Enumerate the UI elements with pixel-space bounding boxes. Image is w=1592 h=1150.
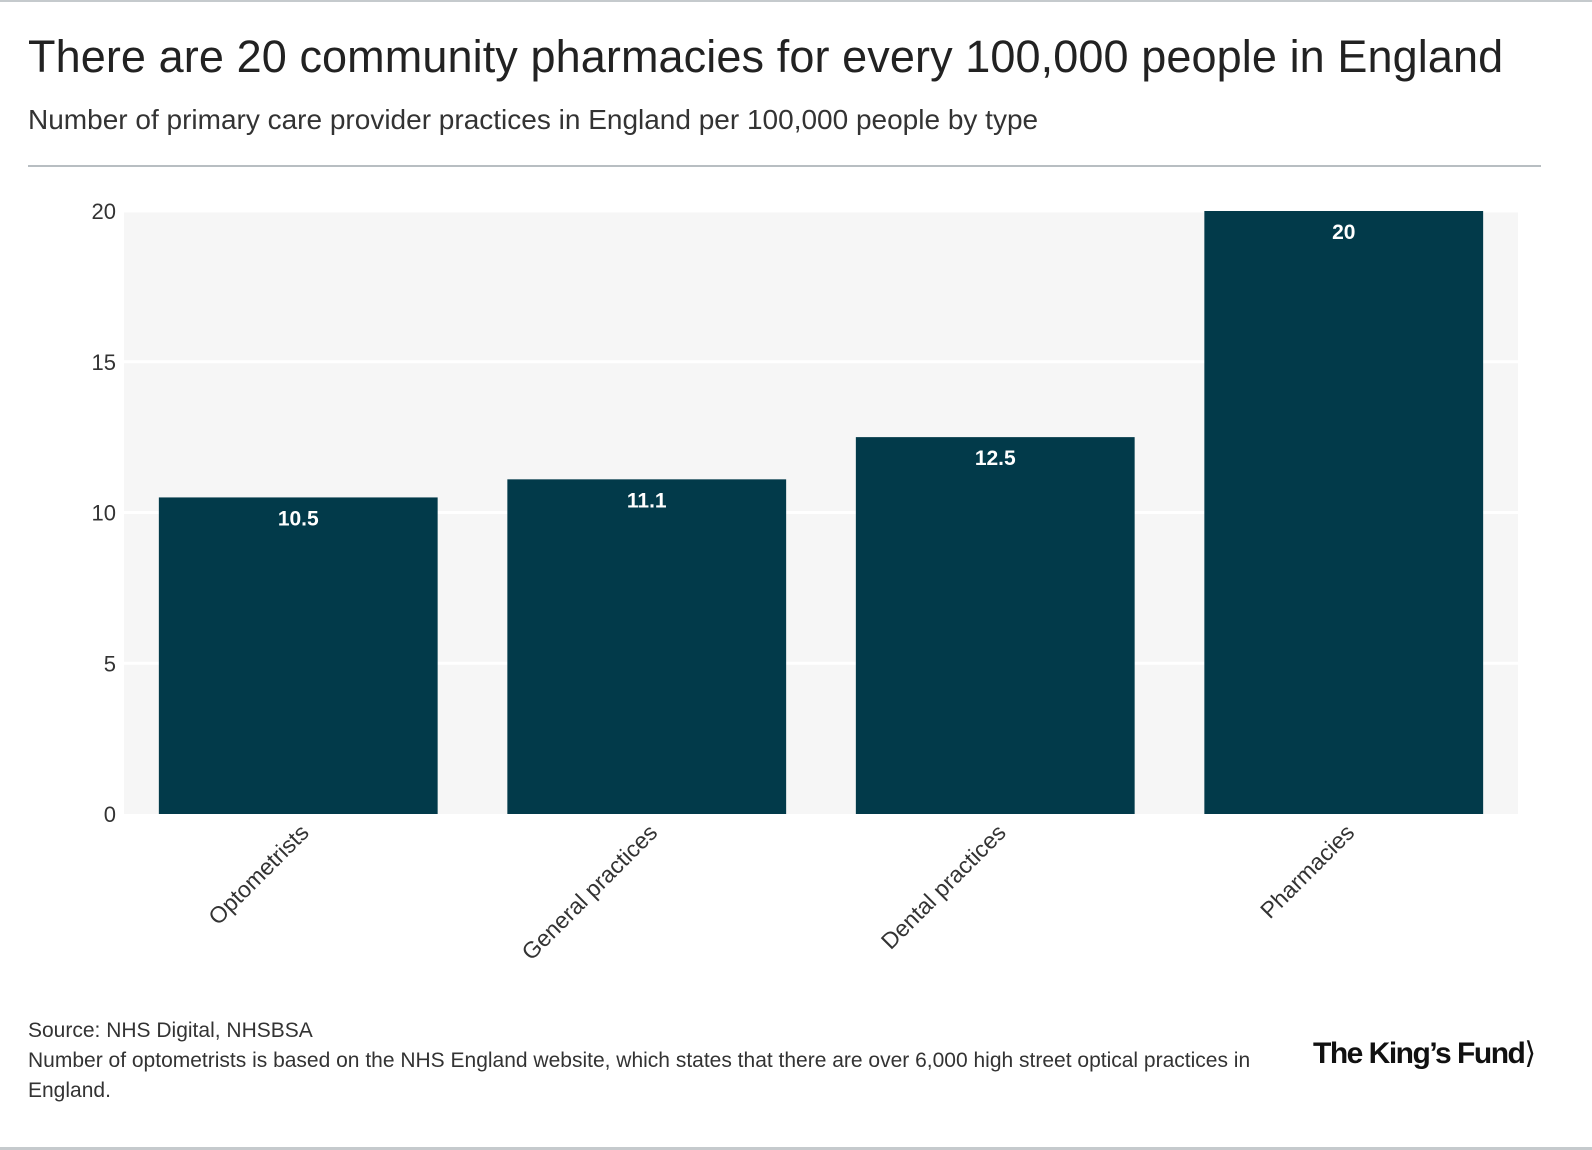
bar <box>1204 211 1484 814</box>
chart-subtitle: Number of primary care provider practice… <box>28 104 1039 135</box>
y-tick-label: 15 <box>92 350 116 375</box>
bars <box>158 211 1484 814</box>
footnote: Number of optometrists is based on the N… <box>28 1049 1251 1102</box>
chart-title: There are 20 community pharmacies for ev… <box>28 31 1504 82</box>
footer: Source: NHS Digital, NHSBSA Number of op… <box>28 1016 1288 1106</box>
bar <box>158 497 438 814</box>
bar-value-label: 12.5 <box>975 447 1016 470</box>
y-axis-tick-labels: 0 5 10 15 20 <box>92 199 116 827</box>
bar-value-label: 10.5 <box>278 507 319 530</box>
data-labels: 10.5 11.1 12.5 20 <box>278 221 1356 530</box>
x-tick-label: General practices <box>516 819 662 965</box>
x-axis-tick-labels: Optometrists General practices Dental prac… <box>203 819 1359 965</box>
bar-value-label: 11.1 <box>627 489 667 512</box>
bottom-rule <box>0 1147 1592 1150</box>
kings-fund-logo: The King’s Fund⟩ <box>1313 1034 1536 1074</box>
bar-value-label: 20 <box>1332 221 1355 244</box>
bar <box>855 437 1135 814</box>
x-tick-label: Pharmacies <box>1255 819 1359 923</box>
logo-chevron-icon: ⟩ <box>1524 1037 1537 1070</box>
bar <box>507 479 787 814</box>
y-tick-label: 10 <box>92 501 116 526</box>
bar-chart: 0 5 10 15 20 10.5 11.1 12.5 20 Optometrists Gene… <box>91 199 1484 965</box>
source-note: Source: NHS Digital, NHSBSA <box>28 1019 313 1042</box>
y-tick-label: 0 <box>104 802 116 827</box>
y-tick-label: 20 <box>92 199 116 224</box>
y-tick-label: 5 <box>104 651 116 676</box>
x-tick-label: Dental practices <box>876 819 1011 954</box>
logo-text: The King’s Fund <box>1313 1037 1526 1070</box>
header-divider <box>28 165 1541 167</box>
x-tick-label: Optometrists <box>203 819 314 930</box>
top-rule <box>0 0 1592 2</box>
